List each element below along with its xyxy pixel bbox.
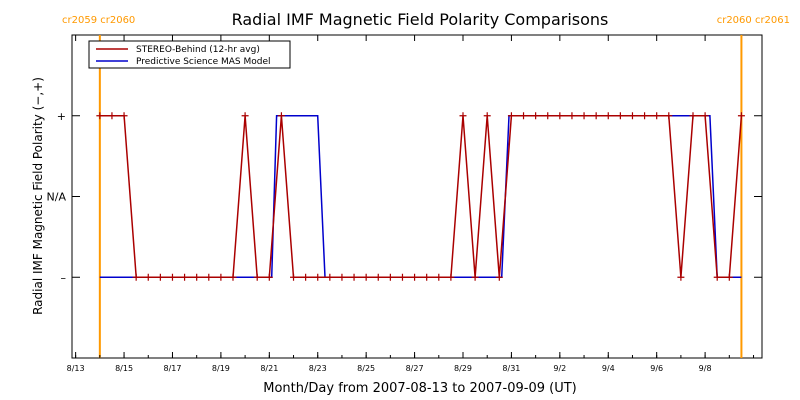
x-tick-label: 9/2	[553, 364, 566, 373]
data-point-marker	[435, 273, 443, 281]
data-point-marker	[362, 273, 370, 281]
x-tick-label: 9/6	[650, 364, 663, 373]
data-point-marker	[205, 273, 213, 281]
data-point-marker	[447, 273, 455, 281]
data-point-marker	[314, 273, 322, 281]
data-point-marker	[568, 112, 576, 120]
data-point-marker	[677, 273, 685, 281]
x-tick-label: 9/8	[699, 364, 712, 373]
x-tick-label: 8/17	[163, 364, 181, 373]
x-axis-label: Month/Day from 2007-08-13 to 2007-09-09 …	[263, 381, 576, 396]
legend: STEREO-Behind (12-hr avg) Predictive Sci…	[88, 40, 291, 69]
data-point-marker	[616, 112, 624, 120]
legend-box	[88, 40, 291, 69]
x-tick-label: 8/31	[502, 364, 520, 373]
data-point-marker	[277, 112, 285, 120]
data-point-marker	[265, 273, 273, 281]
x-tick-label: 8/19	[212, 364, 230, 373]
y-tick-label: –	[61, 271, 67, 284]
data-point-marker	[544, 112, 552, 120]
data-point-marker	[302, 273, 310, 281]
data-point-marker	[628, 112, 636, 120]
data-point-marker	[350, 273, 358, 281]
x-tick-label: 8/23	[309, 364, 327, 373]
series-line-mas	[99, 115, 742, 279]
data-point-marker	[592, 112, 600, 120]
data-point-marker	[326, 273, 334, 281]
data-point-marker	[725, 273, 733, 281]
series-line-stereo	[99, 115, 743, 279]
x-tick-label: 8/13	[67, 364, 85, 373]
data-point-marker	[144, 273, 152, 281]
x-tick-label: 8/25	[357, 364, 375, 373]
x-tick-label: 8/21	[260, 364, 278, 373]
data-point-marker	[737, 112, 745, 120]
x-tick-label: 8/29	[454, 364, 472, 373]
data-point-marker	[520, 112, 528, 120]
data-point-marker	[495, 273, 503, 281]
data-point-marker	[108, 112, 116, 120]
data-point-marker	[168, 273, 176, 281]
data-point-marker	[338, 273, 346, 281]
data-point-marker	[386, 273, 394, 281]
data-point-marker	[181, 273, 189, 281]
data-point-marker	[229, 273, 237, 281]
data-point-marker	[96, 112, 104, 120]
data-point-marker	[507, 112, 515, 120]
x-tick-label: 8/27	[406, 364, 424, 373]
data-point-marker	[665, 112, 673, 120]
data-point-marker	[156, 273, 164, 281]
data-point-marker	[604, 112, 612, 120]
data-point-marker	[653, 112, 661, 120]
data-point-marker	[423, 273, 431, 281]
data-point-marker	[374, 273, 382, 281]
data-point-marker	[556, 112, 564, 120]
chart-title: Radial IMF Magnetic Field Polarity Compa…	[232, 10, 609, 29]
y-axis-label: Radial IMF Magnetic Field Polarity (−,+)	[31, 77, 45, 315]
y-tick-label: +	[57, 110, 66, 123]
data-point-marker	[689, 112, 697, 120]
data-point-marker	[253, 273, 261, 281]
cr-label-left: cr2059 cr2060	[62, 15, 135, 26]
legend-label-mas: Predictive Science MAS Model	[136, 57, 271, 67]
data-point-marker	[713, 273, 721, 281]
x-tick-label: 9/4	[602, 364, 615, 373]
data-point-marker	[217, 273, 225, 281]
data-point-marker	[483, 112, 491, 120]
data-point-marker	[398, 273, 406, 281]
data-point-marker	[290, 273, 298, 281]
data-point-marker	[471, 273, 479, 281]
data-point-marker	[641, 112, 649, 120]
data-point-marker	[241, 112, 249, 120]
data-point-marker	[193, 273, 201, 281]
cr-label-right: cr2060 cr2061	[717, 15, 790, 26]
data-point-marker	[532, 112, 540, 120]
data-point-marker	[120, 112, 128, 120]
legend-label-stereo: STEREO-Behind (12-hr avg)	[136, 45, 260, 55]
data-point-marker	[132, 273, 140, 281]
data-point-marker	[701, 112, 709, 120]
data-point-marker	[411, 273, 419, 281]
data-point-marker	[459, 112, 467, 120]
y-tick-label: N/A	[47, 191, 67, 204]
plot-frame	[71, 34, 763, 359]
x-tick-label: 8/15	[115, 364, 133, 373]
data-point-marker	[580, 112, 588, 120]
